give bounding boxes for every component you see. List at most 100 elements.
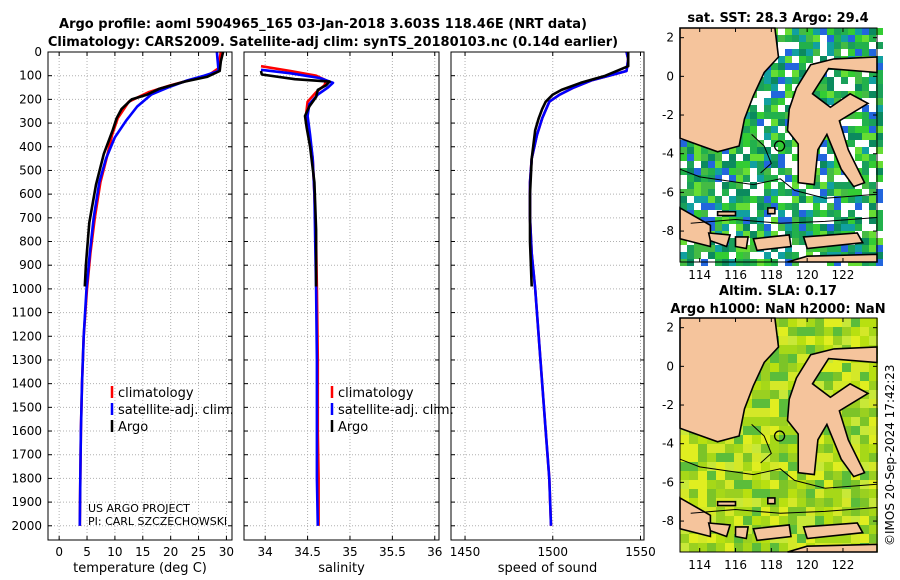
field-cell xyxy=(833,471,842,480)
field-cell xyxy=(792,203,799,210)
field-cell xyxy=(876,224,883,231)
field-cell xyxy=(792,28,799,35)
field-cell xyxy=(806,471,815,480)
field-cell xyxy=(876,210,883,217)
field-cell xyxy=(860,444,869,453)
field-cell xyxy=(788,444,797,453)
field-cell xyxy=(770,516,779,525)
field-cell xyxy=(860,381,869,390)
land-polygon xyxy=(752,234,792,252)
field-cell xyxy=(851,444,860,453)
field-cell xyxy=(824,327,833,336)
field-cell xyxy=(806,42,813,49)
field-cell xyxy=(806,498,815,507)
field-cell xyxy=(788,363,797,372)
field-cell xyxy=(820,91,827,98)
field-cell xyxy=(761,453,770,462)
field-cell xyxy=(707,543,716,552)
field-cell xyxy=(806,345,815,354)
field-cell xyxy=(764,203,771,210)
field-cell xyxy=(722,252,729,259)
field-cell xyxy=(788,480,797,489)
field-cell xyxy=(876,126,883,133)
field-cell xyxy=(771,154,778,161)
field-cell xyxy=(869,327,878,336)
field-cell xyxy=(827,182,834,189)
field-cell xyxy=(820,28,827,35)
field-cell xyxy=(698,435,707,444)
field-cell xyxy=(848,28,855,35)
x-tick-label: 34.5 xyxy=(294,545,321,559)
field-cell xyxy=(841,70,848,77)
field-cell xyxy=(707,471,716,480)
field-cell xyxy=(792,189,799,196)
field-cell xyxy=(806,336,815,345)
field-cell xyxy=(813,203,820,210)
field-cell xyxy=(815,345,824,354)
field-cell xyxy=(757,154,764,161)
field-cell xyxy=(869,435,878,444)
field-cell xyxy=(743,210,750,217)
field-cell xyxy=(779,399,788,408)
land-polygon xyxy=(707,232,732,248)
field-cell xyxy=(842,426,851,435)
x-tick-label: 15 xyxy=(135,545,150,559)
lat-tick-label: 0 xyxy=(666,359,674,373)
field-cell xyxy=(701,203,708,210)
field-cell xyxy=(725,489,734,498)
contour-line xyxy=(751,424,772,464)
field-cell xyxy=(770,453,779,462)
y-tick-label: 2000 xyxy=(11,519,42,533)
field-cell xyxy=(761,489,770,498)
field-cell xyxy=(876,238,883,245)
field-cell xyxy=(680,480,689,489)
field-cell xyxy=(848,112,855,119)
field-cell xyxy=(820,140,827,147)
field-cell xyxy=(729,168,736,175)
field-cell xyxy=(824,534,833,543)
lon-tick-label: 116 xyxy=(724,268,747,282)
field-cell xyxy=(869,112,876,119)
field-cell xyxy=(687,175,694,182)
field-cell xyxy=(806,56,813,63)
field-cell xyxy=(761,498,770,507)
field-cell xyxy=(869,133,876,140)
plot-frame xyxy=(243,51,440,541)
legend-climatology-label: climatology xyxy=(338,386,414,401)
field-cell xyxy=(862,105,869,112)
field-cell xyxy=(820,154,827,161)
land-polygon xyxy=(734,526,750,540)
field-cell xyxy=(743,119,750,126)
field-cell xyxy=(792,175,799,182)
field-cell xyxy=(833,363,842,372)
field-cell xyxy=(715,196,722,203)
field-cell xyxy=(820,84,827,91)
field-cell xyxy=(820,168,827,175)
map-frame xyxy=(679,27,878,263)
field-cell xyxy=(869,462,878,471)
field-cell xyxy=(788,318,797,327)
field-cell xyxy=(841,77,848,84)
field-cell xyxy=(761,417,770,426)
field-cell xyxy=(771,126,778,133)
field-cell xyxy=(792,252,799,259)
field-cell xyxy=(792,63,799,70)
field-cell xyxy=(792,49,799,56)
field-cell xyxy=(833,372,842,381)
field-cell xyxy=(729,217,736,224)
field-cell xyxy=(813,182,820,189)
field-cell xyxy=(757,140,764,147)
legend-satellite-label: satellite-adj. clim. xyxy=(118,403,234,418)
field-cell xyxy=(876,98,883,105)
field-cell xyxy=(860,516,869,525)
speed-of-sound-series-argo xyxy=(528,52,630,287)
field-cell xyxy=(855,49,862,56)
field-cell xyxy=(725,543,734,552)
field-cell xyxy=(869,363,878,372)
field-cell xyxy=(764,147,771,154)
field-cell xyxy=(851,408,860,417)
field-cell xyxy=(799,231,806,238)
field-cell xyxy=(761,462,770,471)
land-polygon xyxy=(679,317,780,443)
field-cell xyxy=(734,453,743,462)
